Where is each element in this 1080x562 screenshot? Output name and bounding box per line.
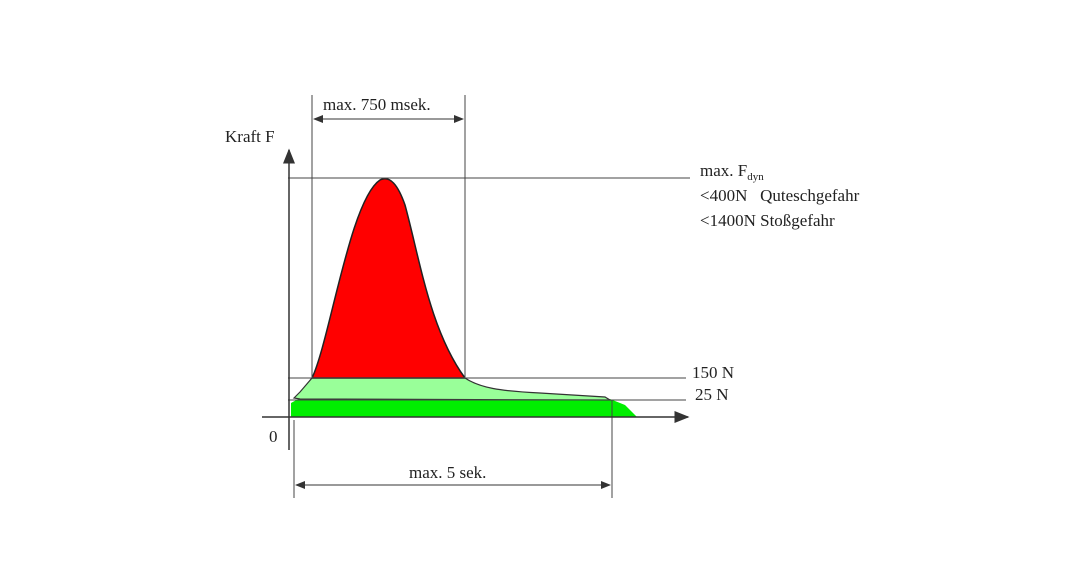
bottom-dimension-label: max. 5 sek. <box>409 463 486 482</box>
stoss-limit-label: <1400N Stoßgefahr <box>700 211 835 230</box>
level-25-label: 25 N <box>695 385 729 404</box>
peak-label-main: max. F <box>700 161 747 180</box>
mid-force-band <box>292 377 613 401</box>
origin-label: 0 <box>269 427 278 446</box>
y-axis-label: Kraft F <box>225 127 275 146</box>
quetsch-limit-label: <400N Quteschgefahr <box>700 186 860 205</box>
top-dimension-label: max. 750 msek. <box>323 95 431 114</box>
peak-label-sub: dyn <box>747 171 764 183</box>
peak-force-region <box>310 178 467 379</box>
peak-label: max. Fdyn <box>700 161 764 183</box>
level-150-label: 150 N <box>692 363 734 382</box>
low-force-band <box>291 397 637 417</box>
